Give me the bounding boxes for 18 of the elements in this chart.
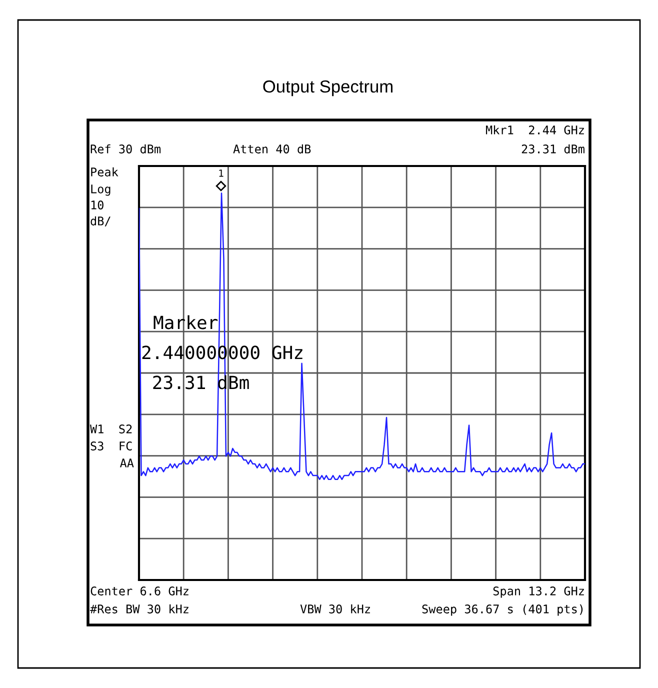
text: Atten 40 dB bbox=[233, 144, 311, 154]
text: Span 13.2 GHz bbox=[493, 586, 584, 598]
text: VBW 30 kHz bbox=[300, 604, 370, 614]
text: Mkr1 2.44 GHz bbox=[486, 125, 584, 134]
text: Ref 30 dBm bbox=[90, 144, 161, 154]
text: Sweep 36.67 s (401 pts) bbox=[422, 604, 583, 616]
text: W1 S2 bbox=[90, 424, 132, 434]
text: S3 FC bbox=[90, 442, 132, 450]
text: Log bbox=[91, 184, 110, 196]
chart-title: Output Spectrum bbox=[263, 80, 392, 96]
text: Peak bbox=[91, 167, 118, 176]
text: 23.31 dBm bbox=[522, 144, 584, 154]
text: dB/ bbox=[90, 216, 110, 226]
text: 10 bbox=[91, 200, 104, 210]
text: Center 6.6 GHz bbox=[90, 586, 188, 596]
text: #Res BW 30 kHz bbox=[90, 604, 188, 614]
text: AA bbox=[120, 458, 134, 468]
text: 1 bbox=[219, 170, 224, 177]
